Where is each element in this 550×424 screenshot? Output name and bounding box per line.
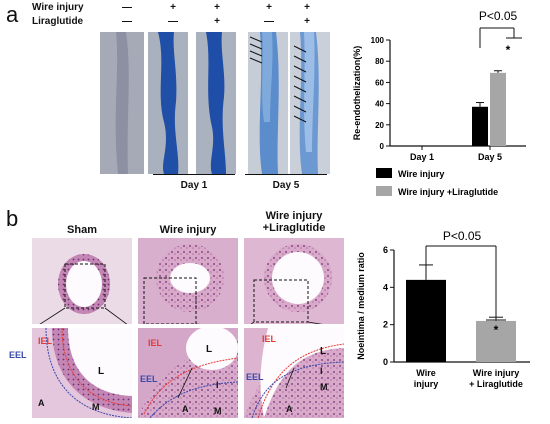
label-iel-wire: IEL bbox=[148, 338, 163, 348]
histology-lira-zoom bbox=[244, 328, 345, 418]
x-tick-label: Wire injury bbox=[414, 368, 439, 389]
sign-col4-wire: + bbox=[266, 2, 272, 13]
sign-col4-lira: — bbox=[264, 16, 274, 27]
label-media-lira: M bbox=[320, 382, 328, 392]
sign-col2-wire: + bbox=[170, 2, 176, 13]
sign-col3-wire: + bbox=[214, 2, 220, 13]
bar bbox=[472, 106, 488, 146]
y-tick-label: 40 bbox=[375, 100, 384, 109]
legend-swatch bbox=[376, 186, 392, 196]
label-eel-wire: EEL bbox=[140, 374, 158, 384]
label-iel-lira: IEL bbox=[262, 334, 277, 344]
bar bbox=[476, 320, 516, 362]
histology-zoom-row bbox=[32, 328, 345, 418]
arrow-group-day5-wire bbox=[249, 36, 263, 64]
p-value-annotation: P<0.05 bbox=[479, 9, 518, 23]
label-adventitia-wire: A bbox=[182, 404, 189, 414]
label-adventitia-sham: A bbox=[38, 398, 45, 408]
day1-underline bbox=[153, 174, 235, 175]
vessel-photographs bbox=[100, 32, 330, 174]
sign-col5-lira: + bbox=[304, 16, 310, 27]
label-media-sham: M bbox=[92, 402, 100, 412]
histology-wire-overview bbox=[138, 238, 238, 324]
label-lumen-lira: L bbox=[320, 346, 327, 357]
neointima-ratio-chart: 0 2 4 6 Wire injury Wire injury + Liraglutide No… bbox=[356, 229, 530, 389]
y-tick-label: 60 bbox=[375, 78, 384, 87]
histology-lira-overview bbox=[244, 238, 344, 324]
image-title-lira: Wire injury +Liraglutide bbox=[262, 210, 326, 234]
label-eel-sham: EEL bbox=[9, 350, 27, 360]
sign-col1-wire: — bbox=[122, 2, 132, 13]
y-axis-label: Re-endothelization(%) bbox=[352, 46, 362, 141]
significance-star: * bbox=[506, 43, 511, 57]
image-title-sham: Sham bbox=[67, 224, 97, 236]
y-tick-label: 100 bbox=[371, 36, 385, 45]
label-intima-wire: I bbox=[216, 380, 219, 390]
label-eel-lira: EEL bbox=[246, 372, 264, 382]
y-tick-label: 0 bbox=[383, 357, 388, 367]
y-tick-label: 20 bbox=[375, 121, 384, 130]
sign-col1-lira: — bbox=[122, 16, 132, 27]
significance-star: * bbox=[494, 323, 499, 337]
histology-sham-overview bbox=[32, 238, 132, 324]
y-tick-label: 0 bbox=[380, 142, 385, 151]
histology-sham-zoom bbox=[32, 328, 133, 418]
day1-label: Day 1 bbox=[180, 180, 208, 191]
panel-b-letter: b bbox=[6, 206, 19, 231]
sign-col2-lira: — bbox=[168, 16, 178, 27]
label-iel-sham: IEL bbox=[38, 336, 53, 346]
histology-wire-zoom bbox=[138, 328, 239, 418]
label-media-wire: M bbox=[214, 406, 222, 416]
label-lumen-sham: L bbox=[98, 366, 105, 377]
y-tick-label: 2 bbox=[383, 320, 388, 330]
legend-label: Wire injury bbox=[398, 169, 444, 179]
label-lumen-wire: L bbox=[206, 344, 213, 355]
arrow-group-day5-lira bbox=[293, 45, 307, 123]
bar bbox=[490, 72, 506, 146]
histology-overview-row bbox=[32, 238, 344, 324]
x-tick-label: Day 1 bbox=[410, 152, 434, 162]
y-tick-label: 80 bbox=[375, 57, 384, 66]
x-tick-label: Wire injury + Liraglutide bbox=[469, 368, 523, 389]
re-endothelization-chart: 0 20 40 60 80 100 Day 1 Day 5 Re-endothelization… bbox=[352, 9, 526, 197]
panel-a-letter: a bbox=[6, 2, 19, 27]
label-intima-lira: I bbox=[320, 366, 323, 376]
day5-label: Day 5 bbox=[272, 180, 300, 191]
y-axis-label: Noeintima / medium ratio bbox=[356, 252, 366, 360]
sign-col5-wire: + bbox=[304, 2, 310, 13]
label-adventitia-lira: A bbox=[286, 404, 293, 414]
y-tick-label: 6 bbox=[383, 245, 388, 255]
legend-label: Wire injury +Liraglutide bbox=[398, 187, 498, 197]
legend-swatch bbox=[376, 168, 392, 178]
day5-underline bbox=[245, 174, 327, 175]
row-label-wire-injury: Wire injury bbox=[32, 2, 84, 13]
sign-col3-lira: + bbox=[214, 16, 220, 27]
row-label-liraglutide: Liraglutide bbox=[32, 16, 84, 27]
bar bbox=[406, 279, 446, 362]
image-title-wire: Wire injury bbox=[159, 224, 217, 236]
p-value-annotation: P<0.05 bbox=[443, 229, 482, 243]
y-tick-label: 4 bbox=[383, 282, 388, 292]
x-tick-label: Day 5 bbox=[478, 152, 502, 162]
